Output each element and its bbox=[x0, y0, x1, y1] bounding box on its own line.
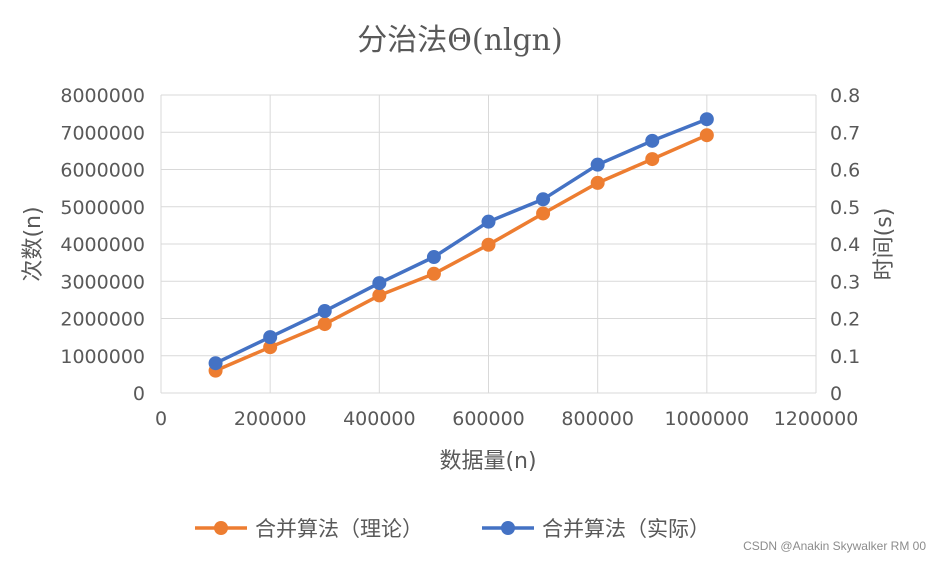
y-axis-label: 次数(n) bbox=[21, 206, 46, 281]
series-line bbox=[214, 117, 708, 365]
y2-tick-label: 0 bbox=[830, 383, 842, 405]
y-tick-label: 0 bbox=[133, 383, 145, 405]
data-point bbox=[590, 175, 605, 190]
data-point bbox=[481, 214, 496, 229]
data-point bbox=[317, 304, 332, 319]
legend: 合并算法（理论） 合并算法（实际） bbox=[195, 517, 710, 541]
legend-label: 合并算法（实际） bbox=[542, 517, 710, 541]
data-point bbox=[481, 237, 496, 252]
data-point bbox=[536, 192, 551, 207]
y-tick-label: 6000000 bbox=[60, 160, 145, 182]
y-tick-label: 1000000 bbox=[60, 346, 145, 368]
y2-axis-label: 时间(s) bbox=[872, 208, 897, 281]
x-axis-ticks: 0 200000 400000 600000 800000 1000000 1200000 bbox=[155, 408, 858, 430]
data-point bbox=[590, 157, 605, 172]
data-point bbox=[426, 250, 441, 265]
y2-tick-label: 0.2 bbox=[830, 309, 860, 331]
x-tick-label: 0 bbox=[155, 408, 167, 430]
series-line bbox=[214, 133, 708, 373]
data-point bbox=[645, 133, 660, 148]
data-point bbox=[699, 128, 714, 143]
y2-tick-label: 0.1 bbox=[830, 346, 860, 368]
series-layer bbox=[208, 112, 714, 378]
data-point bbox=[645, 152, 660, 167]
data-point bbox=[208, 356, 223, 371]
data-point bbox=[426, 266, 441, 281]
y-tick-label: 3000000 bbox=[60, 271, 145, 293]
y-axis-ticks: 0 1000000 2000000 3000000 4000000 5000000 6000… bbox=[60, 85, 145, 405]
x-tick-label: 400000 bbox=[343, 408, 416, 430]
data-point bbox=[536, 206, 551, 221]
y2-tick-label: 0.7 bbox=[830, 122, 860, 144]
y2-axis-ticks: 0 0.1 0.2 0.3 0.4 0.5 0.6 0.7 0.8 bbox=[830, 85, 860, 405]
y-tick-label: 5000000 bbox=[60, 197, 145, 219]
y-tick-label: 4000000 bbox=[60, 234, 145, 256]
x-tick-label: 1000000 bbox=[665, 408, 750, 430]
x-axis-label: 数据量(n) bbox=[439, 449, 536, 474]
y2-tick-label: 0.4 bbox=[830, 234, 860, 256]
x-tick-label: 600000 bbox=[452, 408, 525, 430]
y-tick-label: 2000000 bbox=[60, 309, 145, 331]
data-point bbox=[372, 288, 387, 303]
data-point bbox=[699, 112, 714, 127]
y-tick-label: 8000000 bbox=[60, 85, 145, 107]
y-tick-label: 7000000 bbox=[60, 122, 145, 144]
x-tick-label: 1200000 bbox=[774, 408, 859, 430]
data-point bbox=[317, 317, 332, 332]
legend-marker bbox=[501, 521, 515, 535]
data-point bbox=[263, 340, 278, 355]
x-tick-label: 800000 bbox=[561, 408, 634, 430]
data-point bbox=[372, 276, 387, 291]
y2-tick-label: 0.8 bbox=[830, 85, 860, 107]
watermark: CSDN @Anakin Skywalker RM 00 bbox=[743, 539, 926, 553]
x-tick-label: 200000 bbox=[234, 408, 307, 430]
data-point bbox=[263, 330, 278, 345]
chart-title: 分治法Θ(nlgn) bbox=[357, 23, 562, 58]
legend-label: 合并算法（理论） bbox=[255, 517, 423, 541]
legend-marker bbox=[214, 521, 228, 535]
y2-tick-label: 0.6 bbox=[830, 160, 860, 182]
y2-tick-label: 0.5 bbox=[830, 197, 860, 219]
y2-tick-label: 0.3 bbox=[830, 271, 860, 293]
